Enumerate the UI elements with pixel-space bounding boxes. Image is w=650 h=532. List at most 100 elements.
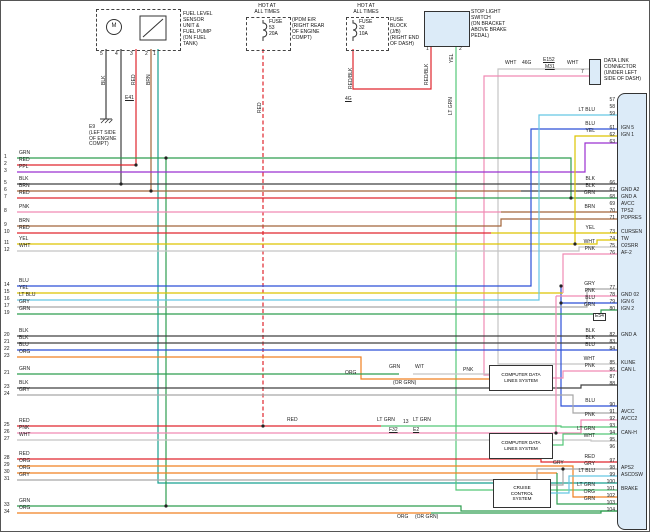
wire-label: YEL xyxy=(449,53,455,63)
left-pin-number: 25 xyxy=(4,422,10,428)
left-pin-number: 16 xyxy=(4,296,10,302)
ecm-pin-number: 58 xyxy=(609,104,615,110)
motor-icon xyxy=(106,19,122,35)
ecm-pin-signal: AF-2 xyxy=(621,250,632,256)
wire-label: W/T xyxy=(415,364,425,370)
ecm-pin-color: YEL xyxy=(585,225,595,231)
ecm-pin-color: BLK xyxy=(585,328,595,334)
wire-wht xyxy=(17,246,617,252)
left-pin-color: PNK xyxy=(19,204,30,210)
ecm-pin-number: 98 xyxy=(609,465,615,471)
left-pin-number: 27 xyxy=(4,436,10,442)
ecm-pin-signal: AVCC xyxy=(621,201,635,207)
ecm-pin-color: BLU xyxy=(585,398,595,404)
ecm-pin-number: 88 xyxy=(609,381,615,387)
data-link-connector xyxy=(589,59,601,85)
left-pin-color: BLK xyxy=(19,380,29,386)
ecm-pin-number: 66 xyxy=(609,180,615,186)
ecm-pin-color: GRY xyxy=(584,281,595,287)
ecm-pin-number: 93 xyxy=(609,423,615,429)
wire-label: 5 xyxy=(100,51,103,57)
fuse-53-box xyxy=(246,17,291,51)
wire-label: 1 xyxy=(426,46,429,52)
fuel-pump-label: FUEL LEVEL SENSOR UNIT & FUEL PUMP (ON F… xyxy=(183,11,213,47)
ecm-pin-number: 104 xyxy=(606,507,615,513)
ecm-pin-number: 67 xyxy=(609,187,615,193)
left-pin-number: 31 xyxy=(4,476,10,482)
left-pin-color: ORG xyxy=(19,349,31,355)
ecm-pin-color: YEL xyxy=(585,128,595,134)
ecm-pin-signal: AVCC2 xyxy=(621,416,638,422)
ecm-pin-number: 101 xyxy=(606,486,615,492)
wire-label: M31 xyxy=(545,64,555,70)
wire-label: BLK xyxy=(101,75,107,85)
ecm-pin-color: LT BLU xyxy=(578,468,596,474)
fuse-icon xyxy=(352,20,358,41)
wire-label: F32 xyxy=(389,427,398,433)
left-pin-number: 3 xyxy=(4,168,7,174)
wire-wht xyxy=(497,68,617,365)
ecm-pin-signal: GND A2 xyxy=(621,187,640,193)
left-pin-number: 28 xyxy=(4,455,10,461)
junction-dot xyxy=(559,284,563,288)
sender-wiper-icon xyxy=(142,18,164,38)
wire-label: BRN xyxy=(146,74,152,85)
wire-teal xyxy=(157,49,617,484)
ecm-pin-signal: GND A xyxy=(621,332,637,338)
left-pin-number: 26 xyxy=(4,429,10,435)
wire-blk xyxy=(17,384,617,389)
fuse-53-label: FUSE 53 20A xyxy=(269,19,283,37)
hot-at-all-times-title: HOT AT ALL TIMES xyxy=(254,3,280,15)
ecm-pin-number: 69 xyxy=(609,201,615,207)
ecm-pin-number: 91 xyxy=(609,409,615,415)
junction-dot xyxy=(164,156,168,160)
wire-gry xyxy=(551,469,564,486)
ecm-pin-number: 80 xyxy=(609,306,615,312)
left-pin-color: ORG xyxy=(19,505,31,511)
ecm-pin-color: BLU xyxy=(585,121,595,127)
ecm-pin-color: BLK xyxy=(585,183,595,189)
wire-ltblu xyxy=(17,114,617,301)
wire-grn xyxy=(17,309,617,315)
left-pin-color: PPL xyxy=(19,164,29,170)
wire-label: WHT xyxy=(505,60,517,66)
left-pin-color: BLU xyxy=(19,342,29,348)
ecm-pin-color: GRY xyxy=(584,461,595,467)
fuse-32-box xyxy=(346,17,389,51)
stop-light-switch-label: STOP LIGHT SWITCH (ON BRACKET ABOVE BRAK… xyxy=(471,9,507,39)
left-pin-number: 1 xyxy=(4,154,7,160)
ecm-pin-signal: BRAKE xyxy=(621,486,638,492)
left-pin-number: 23 xyxy=(4,353,10,359)
left-pin-number: 15 xyxy=(4,289,10,295)
ecm-pin-number: 73 xyxy=(609,229,615,235)
left-pin-color: RED xyxy=(19,157,30,163)
ecm-pin-number: 97 xyxy=(609,458,615,464)
junction-dot xyxy=(119,182,123,186)
ecm-pin-number: 103 xyxy=(606,500,615,506)
left-pin-color: RED xyxy=(19,418,30,424)
ecm-pin-signal: GND 02 xyxy=(621,292,640,298)
ecm-pin-number: 77 xyxy=(609,285,615,291)
wire-label: E54 xyxy=(593,313,606,321)
left-pin-color: GRN xyxy=(19,306,31,312)
left-pin-color: BLK xyxy=(19,335,29,341)
left-pin-number: 24 xyxy=(4,391,10,397)
left-pin-number: 33 xyxy=(4,502,10,508)
left-pin-number: 10 xyxy=(4,229,10,235)
ecm-pin-number: 62 xyxy=(609,132,615,138)
left-pin-color: GRY xyxy=(19,299,30,305)
sender-icon xyxy=(139,15,167,41)
wire-yel xyxy=(574,135,617,244)
left-pin-number: 34 xyxy=(4,509,10,515)
wire-label: 2 xyxy=(459,46,462,52)
left-pin-color: RED xyxy=(19,190,30,196)
wire-label: E9 (LEFT SIDE OF ENGINE COMPT) xyxy=(89,124,117,148)
ecm-pin-signal: O2SRR xyxy=(621,243,639,249)
ground-icon xyxy=(104,119,109,124)
ecm-pin-number: 78 xyxy=(609,292,615,298)
left-pin-color: WHT xyxy=(19,243,31,249)
ecm-pin-number: 75 xyxy=(609,243,615,249)
left-pin-color: PNK xyxy=(19,425,30,431)
ecm-pin-number: 70 xyxy=(609,208,615,214)
